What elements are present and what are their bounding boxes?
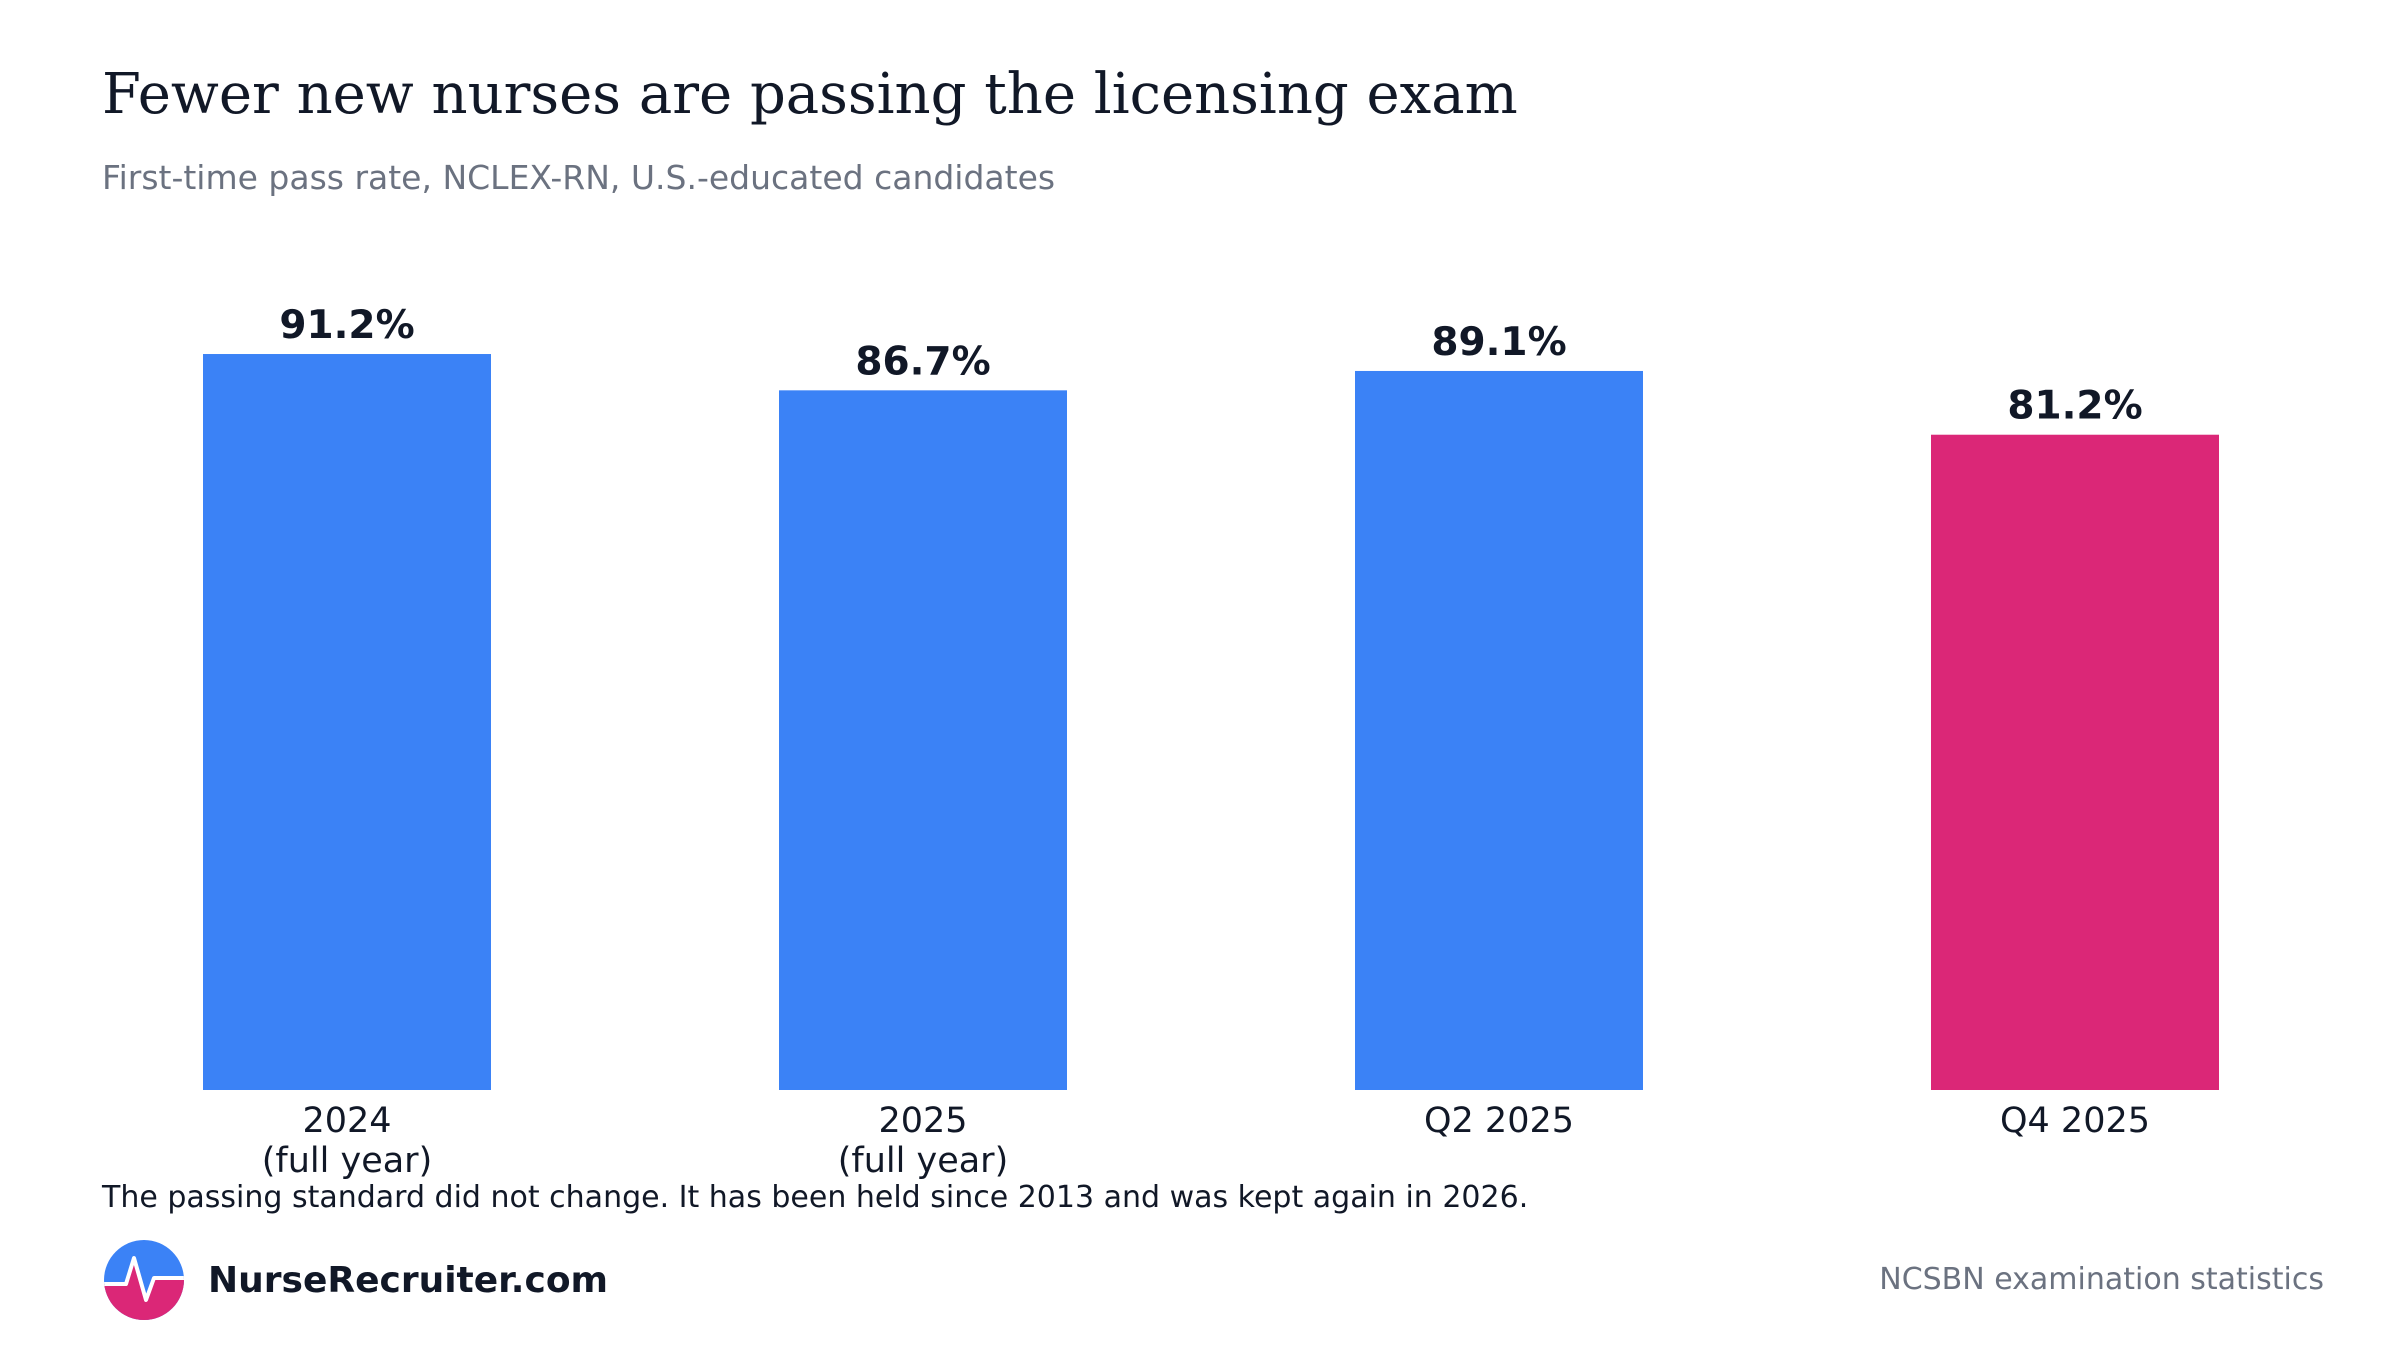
chart-subtitle: First-time pass rate, NCLEX-RN, U.S.-edu…	[102, 158, 1056, 197]
bar-2	[1355, 370, 1643, 1090]
category-label-0-line-1: (full year)	[262, 1141, 432, 1181]
brand-name: NurseRecruiter.com	[208, 1259, 609, 1301]
category-label-3-line-0: Q4 2025	[2000, 1101, 2150, 1141]
value-label-2: 89.1%	[1431, 320, 1566, 365]
value-label-0: 91.2%	[279, 303, 414, 348]
category-label-1-line-1: (full year)	[838, 1141, 1008, 1181]
heartbeat-logo-icon	[104, 1240, 184, 1320]
source-credit: NCSBN examination statistics	[1879, 1262, 2324, 1297]
footnote: The passing standard did not change. It …	[102, 1180, 1529, 1215]
value-label-1: 86.7%	[855, 339, 990, 384]
brand: NurseRecruiter.com	[102, 1238, 608, 1322]
category-label-0-line-0: 2024	[302, 1101, 391, 1141]
bar-1	[779, 390, 1067, 1090]
chart-title: Fewer new nurses are passing the licensi…	[102, 62, 1518, 127]
value-label-3: 81.2%	[2007, 384, 2142, 429]
bar-3	[1931, 434, 2219, 1090]
bar-0	[203, 354, 491, 1090]
bar-chart: 91.2%2024(full year)86.7%2025(full year)…	[203, 303, 2219, 1181]
category-label-2-line-0: Q2 2025	[1424, 1101, 1574, 1141]
category-label-1-line-0: 2025	[878, 1101, 967, 1141]
